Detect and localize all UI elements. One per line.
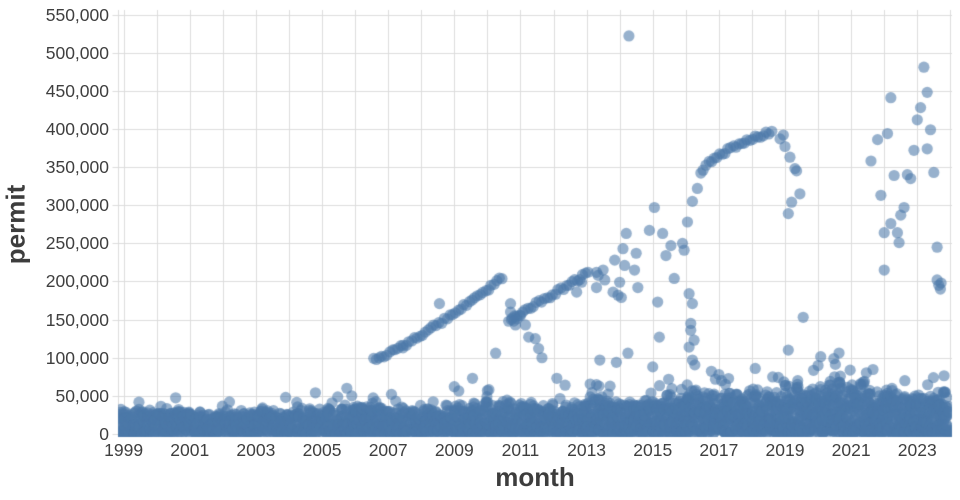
x-tick-label: 2011 xyxy=(501,440,540,460)
x-tick-label: 2009 xyxy=(434,440,474,460)
y-tick-label: 50,000 xyxy=(55,385,109,406)
y-tick-label: 350,000 xyxy=(45,157,109,178)
x-tick-label: 1999 xyxy=(104,440,144,460)
y-tick-label: 500,000 xyxy=(45,42,109,63)
x-tick-label: 2023 xyxy=(897,440,937,460)
y-tick-label: 400,000 xyxy=(45,118,109,139)
x-axis-title: month xyxy=(495,462,575,492)
x-tick-label: 2021 xyxy=(831,440,871,460)
x-tick-label: 2005 xyxy=(302,440,342,460)
x-tick-label: 2003 xyxy=(236,440,276,460)
y-tick-label: 150,000 xyxy=(45,309,109,330)
x-tick-label: 2017 xyxy=(699,440,739,460)
y-tick-label: 550,000 xyxy=(45,4,109,25)
y-tick-label: 200,000 xyxy=(45,271,109,292)
x-tick-label: 2013 xyxy=(567,440,607,460)
x-tick-label: 2007 xyxy=(368,440,408,460)
x-tick-label: 2001 xyxy=(170,440,210,460)
x-tick-label: 2015 xyxy=(633,440,673,460)
y-tick-label: 450,000 xyxy=(45,80,109,101)
y-tick-label: 100,000 xyxy=(45,347,109,368)
y-tick-label: 250,000 xyxy=(45,233,109,254)
y-tick-label: 300,000 xyxy=(45,195,109,216)
y-tick-label: 0 xyxy=(99,424,109,444)
x-tick-label: 2019 xyxy=(765,440,805,460)
y-axis-title: permit xyxy=(0,184,31,265)
